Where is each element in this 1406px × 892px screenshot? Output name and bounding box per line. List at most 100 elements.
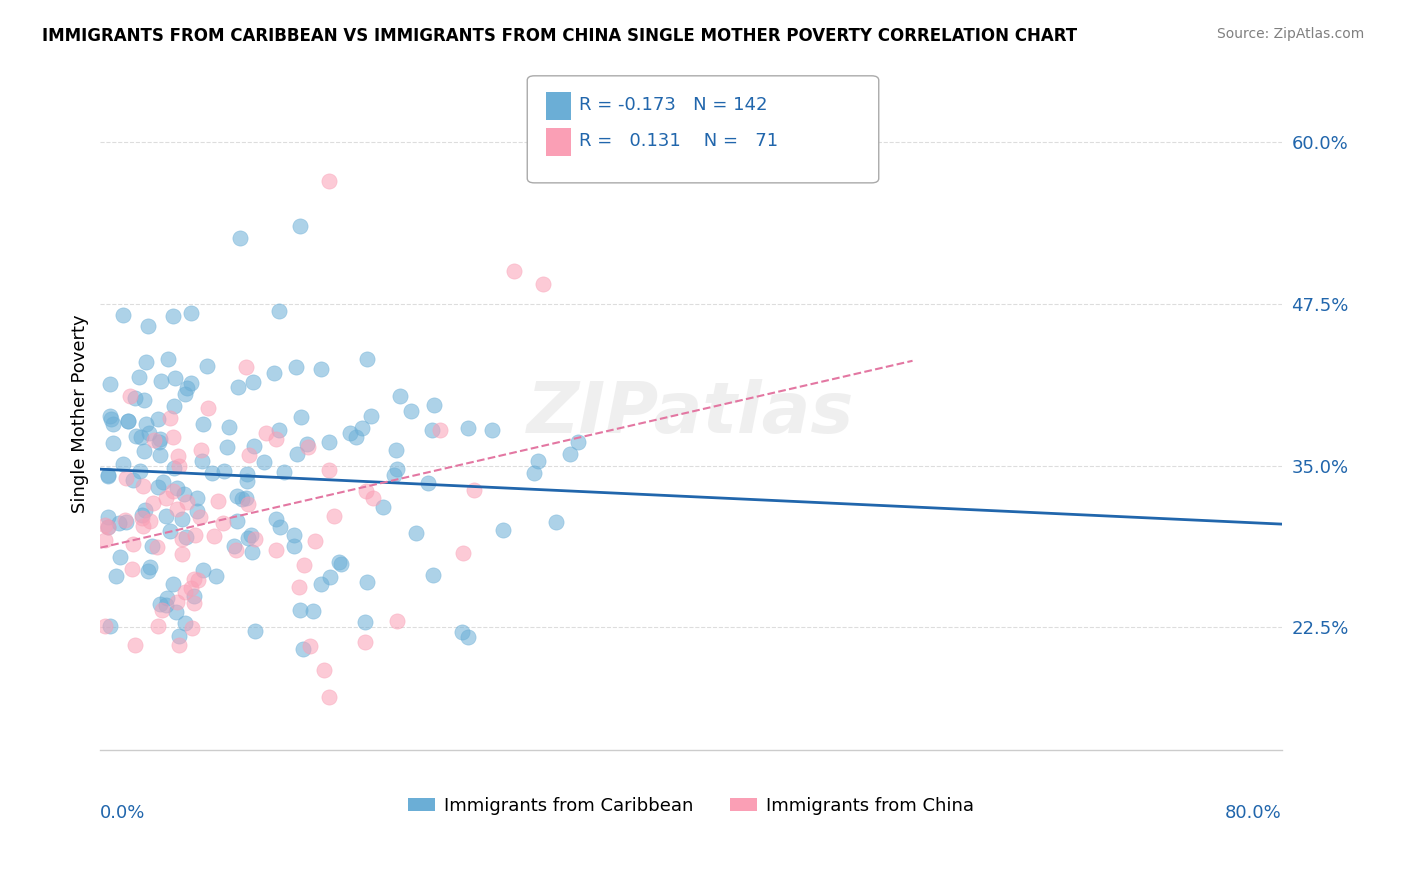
Point — [162, 484, 184, 499]
Point — [328, 555, 350, 569]
Text: 0.0%: 0.0% — [100, 804, 146, 822]
Point — [292, 558, 315, 572]
Point — [387, 462, 409, 476]
Point — [254, 426, 277, 441]
Point — [527, 454, 550, 468]
Point — [98, 376, 121, 391]
Point — [136, 564, 159, 578]
Point — [416, 476, 439, 491]
Point — [155, 491, 177, 505]
Point — [134, 444, 156, 458]
Text: R =   0.131    N =   71: R = 0.131 N = 71 — [579, 132, 779, 150]
Point — [218, 420, 240, 434]
Point — [212, 516, 235, 530]
Point — [304, 534, 326, 549]
Point — [101, 436, 124, 450]
Point — [267, 304, 290, 318]
Point — [531, 277, 554, 292]
Point — [429, 423, 451, 437]
Point — [195, 359, 218, 373]
Point — [283, 539, 305, 553]
Point — [146, 412, 169, 426]
Point — [314, 663, 336, 677]
Point — [283, 528, 305, 542]
Point — [297, 440, 319, 454]
Point — [450, 625, 472, 640]
Point — [146, 618, 169, 632]
Point — [297, 437, 319, 451]
Point — [166, 449, 188, 463]
Point — [167, 458, 190, 473]
Point — [149, 448, 172, 462]
Point — [240, 545, 263, 559]
Point — [236, 497, 259, 511]
Point — [112, 457, 135, 471]
Point — [115, 471, 138, 485]
Text: IMMIGRANTS FROM CARIBBEAN VS IMMIGRANTS FROM CHINA SINGLE MOTHER POVERTY CORRELA: IMMIGRANTS FROM CARIBBEAN VS IMMIGRANTS … — [42, 27, 1077, 45]
Point — [322, 508, 344, 523]
Point — [318, 435, 340, 450]
Point — [339, 425, 361, 440]
Point — [267, 423, 290, 437]
Point — [162, 461, 184, 475]
Point — [290, 410, 312, 425]
Point — [288, 219, 311, 233]
Point — [273, 465, 295, 479]
Point — [183, 589, 205, 603]
Point — [174, 615, 197, 630]
Point — [481, 424, 503, 438]
Text: ZIPatlas: ZIPatlas — [527, 379, 855, 449]
Point — [166, 594, 188, 608]
Point — [207, 494, 229, 508]
Point — [97, 469, 120, 483]
Point — [354, 635, 377, 649]
Point — [128, 369, 150, 384]
Point — [243, 439, 266, 453]
Point — [129, 464, 152, 478]
Point — [131, 479, 153, 493]
Point — [238, 531, 260, 545]
Point — [292, 641, 315, 656]
Point — [120, 389, 142, 403]
Point — [174, 387, 197, 401]
Point — [135, 417, 157, 432]
Point — [236, 475, 259, 489]
Legend: Immigrants from Caribbean, Immigrants from China: Immigrants from Caribbean, Immigrants fr… — [401, 789, 981, 822]
Point — [141, 539, 163, 553]
Point — [188, 510, 211, 524]
Point — [94, 517, 117, 532]
Text: 80.0%: 80.0% — [1225, 804, 1282, 822]
Point — [318, 174, 340, 188]
Point — [156, 591, 179, 606]
Point — [180, 581, 202, 595]
Point — [197, 401, 219, 416]
Point — [111, 308, 134, 322]
Point — [212, 464, 235, 478]
Point — [264, 542, 287, 557]
Point — [191, 417, 214, 431]
Point — [371, 500, 394, 514]
Point — [159, 410, 181, 425]
Point — [117, 414, 139, 428]
Point — [288, 603, 311, 617]
Point — [155, 598, 177, 612]
Point — [224, 539, 246, 553]
Point — [226, 380, 249, 394]
Point — [176, 495, 198, 509]
Text: R = -0.173   N = 142: R = -0.173 N = 142 — [579, 96, 768, 114]
Point — [166, 502, 188, 516]
Point — [121, 562, 143, 576]
Point — [264, 512, 287, 526]
Point — [399, 404, 422, 418]
Point — [225, 543, 247, 558]
Point — [104, 569, 127, 583]
Point — [235, 491, 257, 505]
Point — [181, 622, 204, 636]
Point — [226, 514, 249, 528]
Point — [131, 508, 153, 522]
Point — [457, 630, 479, 644]
Point — [155, 509, 177, 524]
Point — [132, 393, 155, 408]
Point — [202, 529, 225, 543]
Point — [136, 318, 159, 333]
